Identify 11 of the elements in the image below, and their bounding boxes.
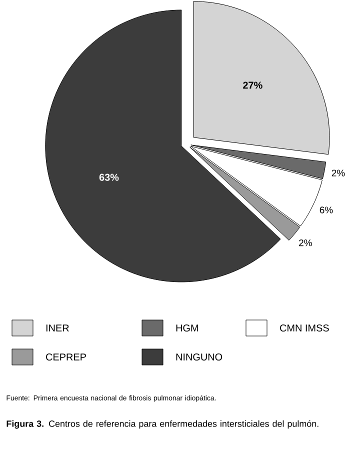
legend-label: CMN IMSS [280, 324, 329, 332]
data-label: 2% [299, 239, 312, 246]
data-label: 63% [99, 174, 119, 181]
legend-label: NINGUNO [176, 353, 222, 361]
data-label: 2% [332, 170, 345, 176]
text: Figura 3. Centros de referencia para enfermedades intersticiales del pulmón. [6, 420, 318, 429]
legend-label: CEPREP [46, 353, 86, 361]
legend-label: HGM [176, 324, 198, 332]
legend-label: INER [46, 324, 69, 332]
data-label: 27% [243, 82, 262, 89]
data-label: 6% [320, 206, 333, 214]
